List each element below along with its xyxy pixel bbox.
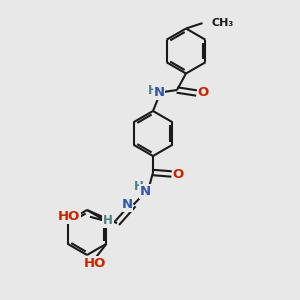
Text: O: O	[197, 86, 209, 100]
Text: HO: HO	[58, 210, 80, 223]
Text: HO: HO	[83, 257, 106, 270]
Text: H: H	[103, 214, 113, 227]
Text: CH₃: CH₃	[212, 18, 234, 28]
Text: N: N	[153, 86, 165, 99]
Text: O: O	[172, 167, 184, 181]
Text: H: H	[134, 180, 144, 193]
Text: N: N	[121, 198, 133, 211]
Text: H: H	[148, 84, 158, 98]
Text: N: N	[140, 185, 151, 198]
